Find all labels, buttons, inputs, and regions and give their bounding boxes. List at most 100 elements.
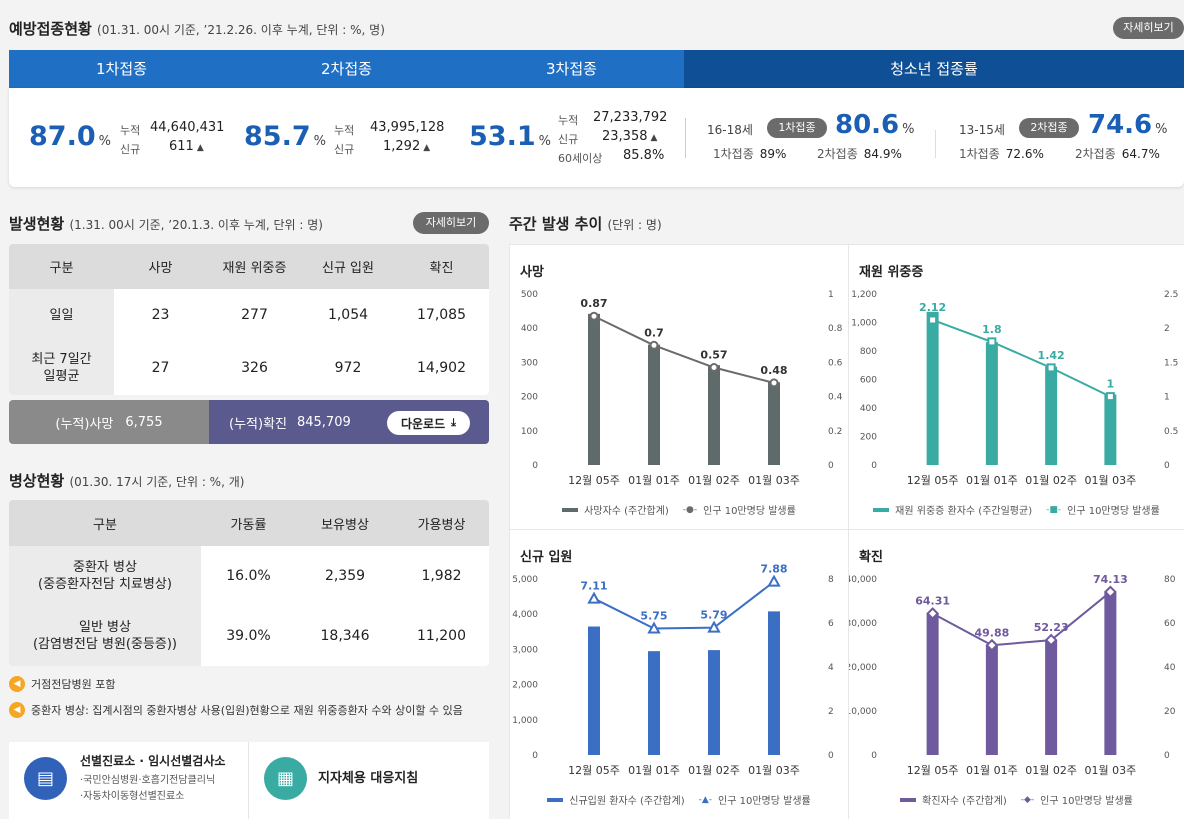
- tab-dose3[interactable]: 3차접종: [459, 50, 684, 88]
- dose2-pct-value: 85.7: [244, 121, 311, 152]
- table-row: 중환자 병상 (중증환자전담 치료병상) 16.0% 2,359 1,982: [9, 546, 489, 606]
- outbreak-detail-button[interactable]: 자세히보기: [413, 212, 489, 234]
- table-cell: 11,200: [417, 628, 466, 644]
- y2-tick-label: 0.8: [828, 324, 843, 334]
- youth1-badge: 1차접종: [767, 118, 827, 138]
- y2-tick-label: 60: [1164, 619, 1176, 629]
- dose1-pct-value: 87.0: [29, 121, 96, 152]
- bar: [588, 626, 600, 755]
- vaccination-detail-button[interactable]: 자세히보기: [1113, 17, 1184, 39]
- chart-legend: 확진자수 (주간합계) -◆- 인구 10만명당 발생률: [849, 792, 1184, 807]
- clinic-link[interactable]: ▤ 선별진료소 · 임시선별검사소 ·국민안심병원·호흡기전담클리닉 ·자동차이…: [9, 742, 249, 819]
- youth2-d2-label: 2차접종: [1075, 147, 1116, 161]
- beds-table-header: 구분 가동률 보유병상 가용병상: [9, 500, 489, 546]
- rate-point: [928, 315, 938, 325]
- chart-death: 사망 0 100 200 300 400 500 0 0.2 0.4 0.6 0.8 1 12월 05주 0…: [510, 245, 848, 529]
- legend-label: 인구 10만명당 발생률: [703, 506, 796, 517]
- up-triangle-icon: ▲: [650, 133, 658, 143]
- dose3-total-label: 누적: [558, 114, 579, 127]
- bar: [1045, 366, 1058, 465]
- y2-tick-label: 1: [1164, 393, 1170, 403]
- col-header: 구분: [49, 261, 74, 276]
- x-tick-label: 01월 03주: [1085, 474, 1137, 487]
- youth2-d1-label: 1차접종: [959, 147, 1000, 161]
- col-header: 보유병상: [321, 517, 369, 533]
- data-label: 52.23: [1034, 621, 1069, 634]
- dose1-pct: 87.0%: [29, 121, 111, 152]
- y-tick-label: 3,000: [512, 645, 538, 655]
- youth2-d2: 2차접종 64.7%: [1075, 145, 1160, 162]
- cumulative-death-value: 6,755: [125, 414, 163, 430]
- y-tick-label: 0: [871, 461, 877, 471]
- bar: [648, 651, 660, 755]
- youth2-d1-value: 72.6%: [1005, 147, 1044, 161]
- dose2-total: 43,995,128: [370, 120, 445, 135]
- legend-bar-swatch: [900, 797, 917, 802]
- youth2-d1: 1차접종 72.6%: [959, 145, 1044, 162]
- data-label: 1.42: [1038, 349, 1065, 362]
- beds-title: 병상현황 (01.30. 17시 기준, 단위 : %, 개): [9, 470, 244, 491]
- tab-dose2[interactable]: 2차접종: [234, 50, 459, 88]
- dose2-pct-unit: %: [313, 134, 326, 149]
- cumulative-death-label: (누적)사망: [55, 416, 114, 432]
- dose1-total-label: 누적: [120, 124, 141, 137]
- legend-label: 인구 10만명당 발생률: [718, 796, 811, 807]
- y2-tick-label: 1.5: [1164, 358, 1178, 368]
- y2-tick-label: 0.4: [828, 393, 843, 403]
- note: ◀ 중환자 병상: 집계시점의 중환자병상 사용(입원)현황으로 재원 위중증환…: [9, 702, 463, 718]
- vaccination-card: 87.0% 누적 44,640,431 신규 611 ▲ 85.7% 누적 43,…: [9, 88, 1184, 187]
- rate-point: [926, 607, 940, 620]
- x-tick-label: 01월 02주: [688, 474, 740, 487]
- divider: [935, 130, 936, 158]
- legend-line-swatch: -◆-: [1020, 794, 1035, 805]
- y-tick-label: 100: [521, 427, 538, 437]
- y2-tick-label: 40: [1164, 663, 1176, 673]
- download-button[interactable]: 다운로드 ⤓: [387, 411, 470, 435]
- clinic-item: ·자동차이동형선별진료소: [80, 791, 185, 802]
- table-row: 일반 병상 (감염병전담 병원(중등증)) 39.0% 18,346 11,20…: [9, 606, 489, 666]
- y-tick-label: 200: [860, 433, 877, 443]
- up-triangle-icon: ▲: [196, 143, 204, 153]
- youth1-d2-value: 84.9%: [863, 147, 902, 161]
- y-tick-label: 30,000: [849, 619, 877, 629]
- bar: [768, 611, 780, 755]
- legend-bar-swatch: [873, 507, 890, 512]
- y2-tick-label: 20: [1164, 707, 1176, 717]
- building-icon: ▦: [264, 757, 307, 800]
- data-label: 0.57: [700, 349, 727, 362]
- y-tick-label: 0: [532, 461, 538, 471]
- y2-tick-label: 2: [1164, 324, 1170, 334]
- y-tick-label: 1,000: [512, 716, 538, 726]
- chart-admission: 신규 입원 0 1,000 2,000 3,000 4,000 5,000 0 2 4 6 8 12월 …: [510, 530, 848, 819]
- y2-tick-label: 0.2: [828, 427, 842, 437]
- y2-tick-label: 0.6: [828, 358, 843, 368]
- tab-youth[interactable]: 청소년 접종률: [684, 50, 1184, 88]
- row-label: 중환자 병상 (중증환자전담 치료병상): [9, 546, 201, 606]
- x-tick-label: 01월 03주: [748, 764, 800, 777]
- dose2-pct: 85.7%: [244, 121, 326, 152]
- vaccination-title: 예방접종현황 (01.31. 00시 기준, ’21.2.26. 이후 누계, …: [9, 18, 385, 39]
- chart-legend: 신규입원 환자수 (주간합계) -▲- 인구 10만명당 발생률: [510, 792, 848, 807]
- dose2-total-label: 누적: [334, 124, 355, 137]
- x-tick-label: 01월 02주: [1025, 474, 1077, 487]
- x-tick-label: 01월 01주: [628, 764, 680, 777]
- legend-bar-swatch: [562, 507, 579, 512]
- dose3-pct-unit: %: [538, 134, 551, 149]
- table-cell: 27: [151, 360, 170, 376]
- rate-point: [1103, 585, 1117, 599]
- local-guide-link[interactable]: ▦ 지자체용 대응지침: [249, 742, 489, 819]
- beds-subtitle: (01.30. 17시 기준, 단위 : %, 개): [69, 475, 245, 489]
- youth1-d1-value: 89%: [759, 147, 787, 161]
- cumulative-confirmed-value: 845,709: [296, 414, 351, 430]
- legend-label: 확진자수 (주간합계): [922, 796, 1007, 807]
- chart-confirmed: 확진 0 10,000 20,000 30,000 40,000 0 20 40 60 80 12월 …: [849, 530, 1184, 819]
- dose2-new: 1,292 ▲: [383, 139, 430, 154]
- outbreak-table: 구분 사망 재원 위중증 신규 입원 확진 일일 23 277 1,054 17…: [9, 244, 489, 395]
- chart-svg: 0 1,000 2,000 3,000 4,000 5,000 0 2 4 6 8 12월 05주 01…: [512, 563, 834, 777]
- tab-dose1[interactable]: 1차접종: [9, 50, 234, 88]
- chart-legend: 재원 위중증 환자수 (주간일평균) -■- 인구 10만명당 발생률: [849, 502, 1184, 517]
- beds-table: 구분 가동률 보유병상 가용병상 중환자 병상 (중증환자전담 치료병상) 16…: [9, 500, 489, 666]
- youth1-age: 16-18세: [707, 123, 753, 137]
- y2-tick-label: 80: [1164, 575, 1176, 585]
- bar: [926, 613, 939, 755]
